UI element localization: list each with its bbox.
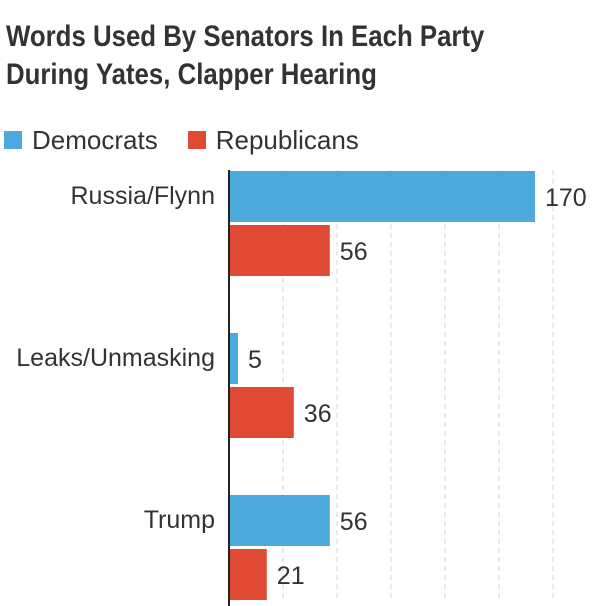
category-label: Leaks/Unmasking <box>16 344 215 372</box>
data-label: 56 <box>340 238 368 266</box>
data-label: 5 <box>248 346 262 374</box>
chart-title: Words Used By Senators In Each Party Dur… <box>6 18 512 94</box>
legend: Democrats Republicans <box>4 125 389 155</box>
bar-democrats <box>229 333 238 384</box>
bar-republicans <box>229 387 294 438</box>
chart-title-line-1: Words Used By Senators In Each Party <box>6 20 485 53</box>
legend-label-democrats: Democrats <box>32 124 158 155</box>
category-label: Russia/Flynn <box>71 182 216 210</box>
bar-democrats <box>229 171 535 222</box>
data-label: 56 <box>340 508 368 536</box>
legend-item-democrats: Democrats <box>4 125 158 156</box>
bar-republicans <box>229 549 267 600</box>
bar-republicans <box>229 225 330 276</box>
data-label: 170 <box>545 184 587 212</box>
category-label: Trump <box>144 506 215 534</box>
data-label: 21 <box>277 562 305 590</box>
legend-item-republicans: Republicans <box>187 124 359 156</box>
legend-swatch-democrats <box>4 131 22 149</box>
bar-democrats <box>229 495 330 546</box>
legend-swatch-republicans <box>187 131 206 149</box>
data-label: 36 <box>304 400 332 428</box>
chart-title-line-2: During Yates, Clapper Hearing <box>6 58 377 91</box>
legend-label-republicans: Republicans <box>215 124 359 155</box>
